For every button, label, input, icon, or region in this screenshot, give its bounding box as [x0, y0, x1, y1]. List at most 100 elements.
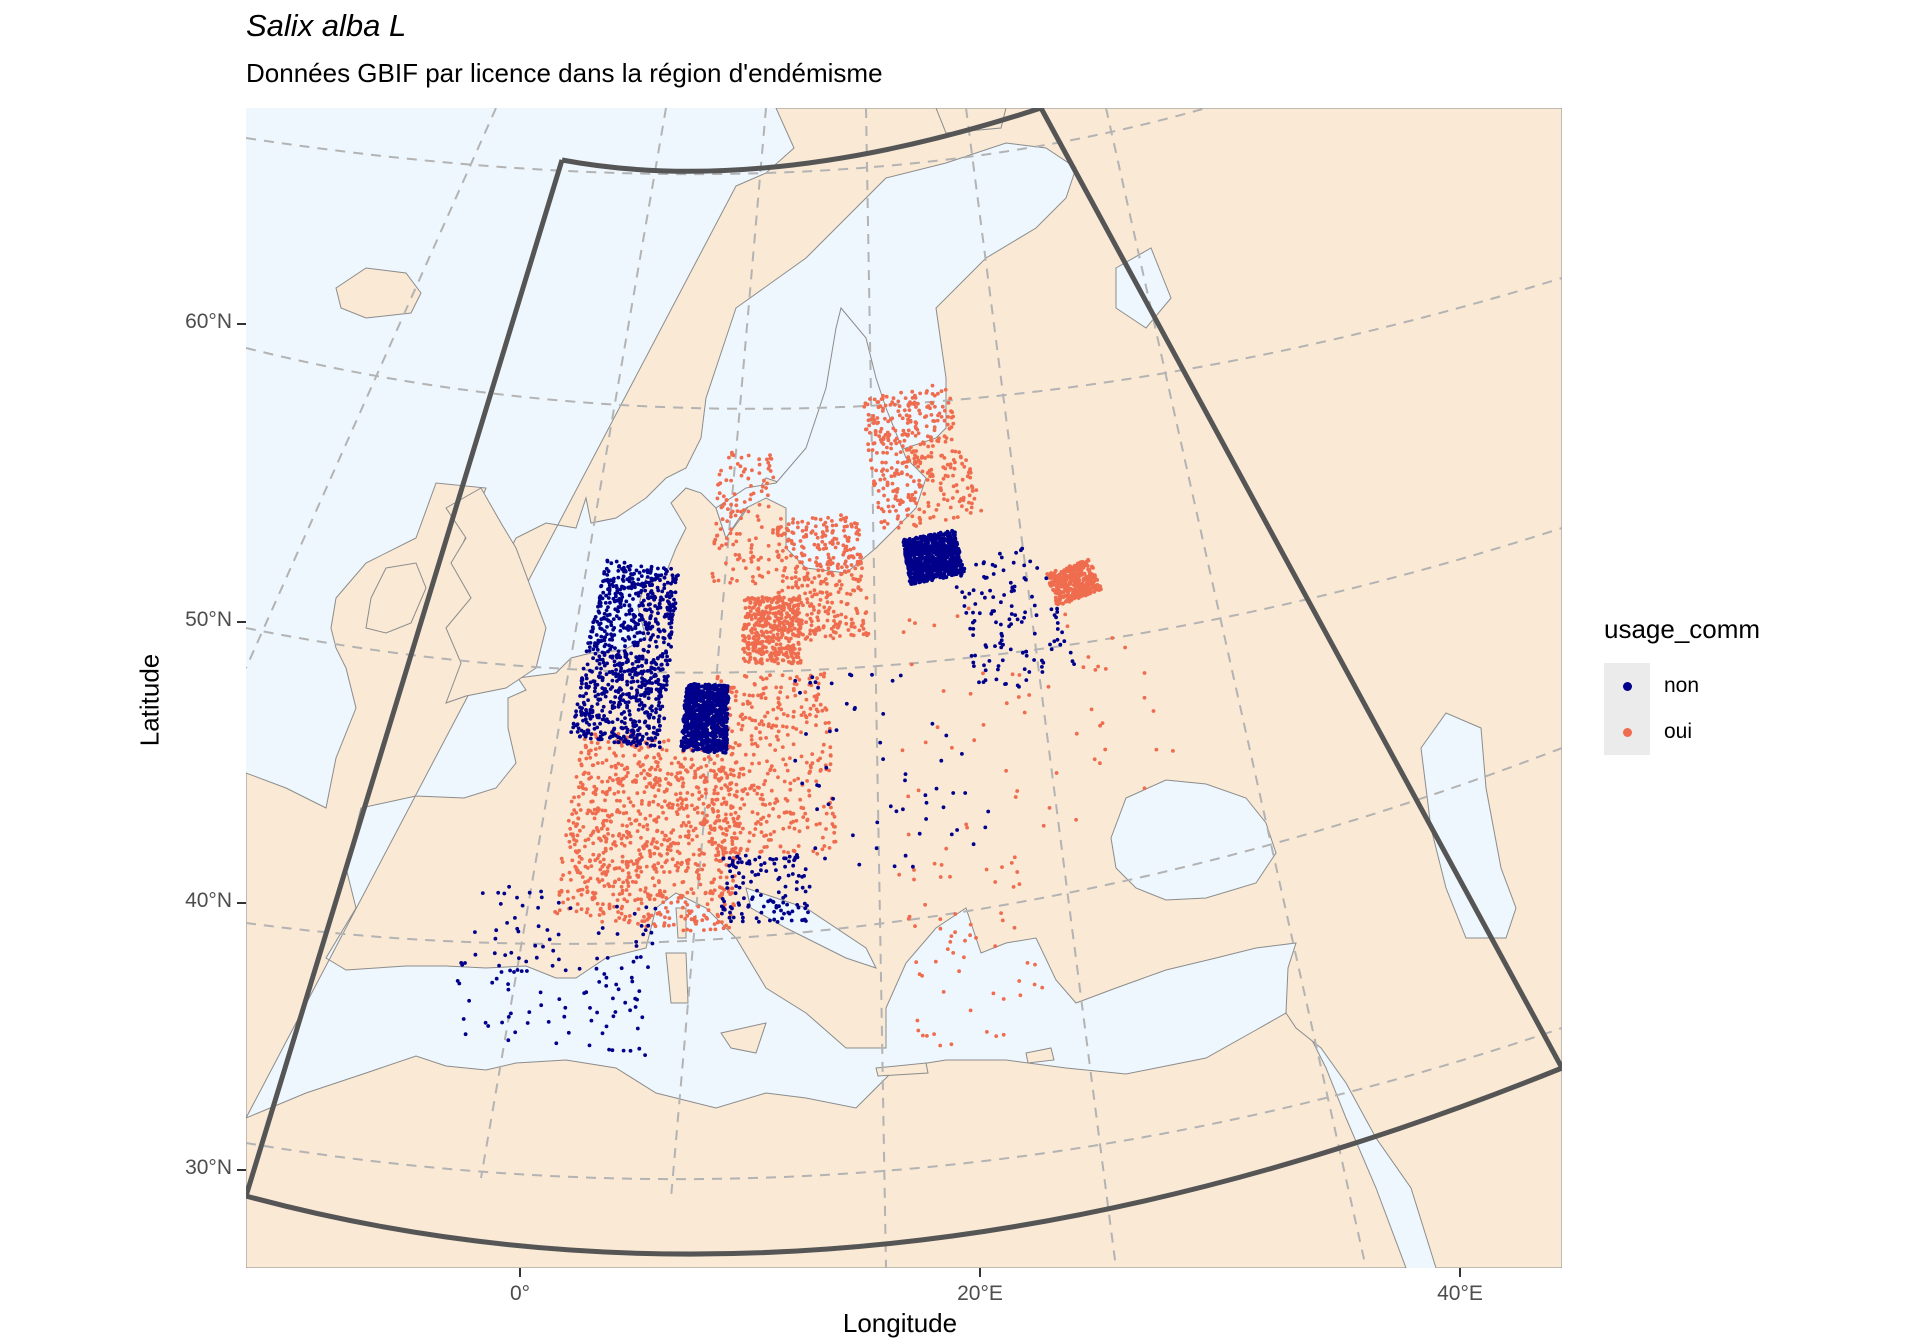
point-non-0-583 [667, 621, 672, 626]
point-oui-5-128 [730, 577, 734, 581]
point-non-0-829 [600, 627, 604, 631]
point-oui-0-277 [670, 857, 675, 862]
point-non-0-342 [589, 732, 594, 736]
point-oui-0-722 [717, 868, 721, 872]
point-oui-1-219 [758, 736, 763, 741]
point-oui-1-192 [750, 718, 754, 723]
point-oui-4-365 [761, 644, 766, 649]
point-oui-3-109 [937, 411, 942, 416]
point-non-0-383 [648, 712, 653, 717]
point-oui-7-1 [913, 924, 917, 928]
point-non-0-783 [622, 739, 626, 744]
point-non-0-472 [630, 675, 635, 680]
point-oui-3-306 [910, 514, 915, 519]
point-oui-1-83 [788, 756, 792, 760]
point-oui-3-361 [913, 393, 917, 398]
point-oui-0-64 [680, 801, 684, 806]
point-oui-8-20 [932, 623, 937, 628]
point-oui-3-263 [881, 467, 886, 472]
point-non-0-593 [605, 573, 610, 577]
point-oui-7-9 [1017, 979, 1022, 983]
point-oui-1-376 [756, 693, 760, 698]
point-oui-7-57 [1012, 855, 1017, 860]
point-oui-6-356 [1055, 591, 1060, 596]
point-non-1-885 [704, 704, 708, 709]
point-oui-1-47 [814, 714, 818, 719]
point-oui-6-364 [1056, 602, 1060, 607]
point-oui-2-88 [818, 597, 823, 602]
point-oui-0-276 [679, 762, 683, 767]
point-oui-1-360 [742, 802, 747, 807]
point-non-0-856 [622, 569, 626, 574]
point-non-0-851 [649, 687, 654, 691]
point-non-0-694 [602, 611, 607, 616]
point-oui-0-127 [566, 897, 570, 901]
point-non-1-823 [694, 720, 698, 725]
point-non-0-786 [588, 710, 593, 715]
point-oui-5-91 [717, 546, 722, 551]
point-non-1-846 [693, 682, 698, 687]
point-non-0-554 [610, 685, 615, 689]
point-oui-1-368 [746, 701, 750, 706]
point-oui-0-828 [574, 824, 578, 828]
point-oui-8-8 [900, 748, 905, 753]
point-oui-0-423 [581, 825, 586, 829]
point-oui-2-230 [830, 523, 835, 528]
point-oui-0-47 [638, 852, 643, 857]
point-oui-0-819 [648, 767, 652, 772]
point-oui-4-259 [781, 658, 786, 663]
point-non-0-152 [629, 651, 633, 656]
point-oui-1-141 [807, 788, 811, 793]
point-non-0-832 [667, 595, 672, 600]
point-oui-5-76 [741, 558, 746, 563]
point-oui-2-332 [844, 602, 849, 607]
point-oui-4-62 [757, 647, 762, 652]
point-oui-1-54 [827, 846, 832, 850]
point-oui-1-223 [778, 844, 783, 849]
point-oui-2-363 [804, 620, 808, 625]
point-non-1-707 [700, 699, 705, 703]
point-non-0-106 [585, 662, 590, 667]
point-oui-2-196 [843, 615, 848, 620]
point-non-0-565 [586, 685, 590, 690]
point-oui-0-408 [645, 827, 650, 832]
point-oui-7-48 [948, 874, 952, 879]
point-non-0-824 [644, 660, 649, 665]
point-oui-3-285 [894, 468, 899, 472]
point-oui-1-346 [715, 674, 720, 679]
point-oui-2-322 [795, 564, 800, 569]
point-non-0-732 [627, 579, 632, 584]
graticule-lon-10 [670, 108, 767, 1199]
point-oui-2-41 [817, 574, 821, 578]
point-oui-0-855 [708, 824, 713, 829]
point-oui-6-360 [1085, 563, 1089, 568]
point-oui-0-805 [589, 799, 594, 804]
point-oui-4-59 [784, 601, 789, 606]
point-oui-2-374 [829, 626, 834, 631]
point-non-0-863 [607, 583, 612, 587]
point-non-1-619 [685, 696, 690, 701]
point-oui-7-26 [968, 1008, 973, 1013]
graticule-lat-60 [246, 277, 1562, 410]
point-oui-5-110 [722, 502, 727, 506]
point-oui-3-234 [941, 476, 946, 481]
point-oui-2-224 [805, 597, 809, 601]
point-oui-0-510 [614, 919, 618, 923]
point-non-0-447 [662, 629, 667, 633]
point-oui-1-318 [742, 692, 747, 697]
point-oui-2-183 [789, 539, 794, 543]
point-non-0-366 [651, 715, 656, 720]
point-non-0-705 [669, 644, 673, 649]
point-oui-3-280 [885, 521, 890, 526]
point-oui-3-308 [887, 509, 892, 514]
point-oui-0-473 [703, 775, 708, 780]
point-oui-2-98 [849, 632, 854, 637]
point-oui-5-98 [730, 509, 735, 514]
point-oui-4-271 [752, 605, 756, 610]
point-oui-6-367 [1095, 583, 1100, 587]
point-oui-5-87 [734, 532, 739, 536]
point-oui-1-34 [807, 676, 812, 681]
point-oui-0-56 [669, 761, 674, 766]
point-oui-2-135 [833, 545, 838, 550]
point-oui-6-341 [1096, 586, 1100, 591]
